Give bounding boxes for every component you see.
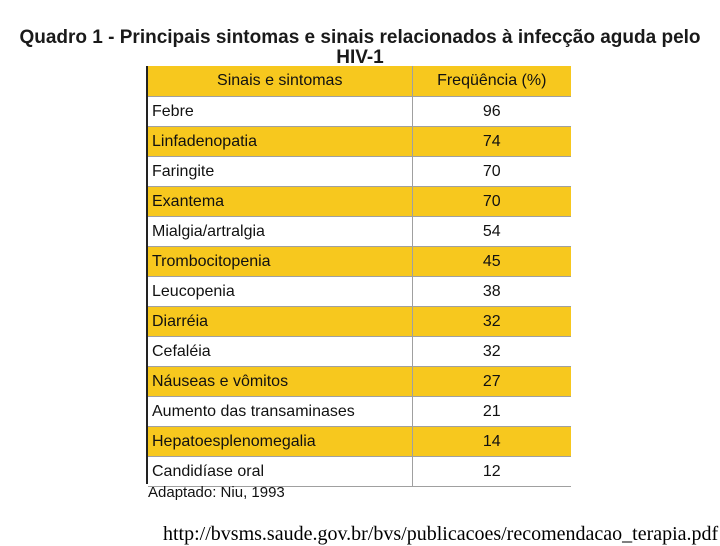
symptom-name: Diarréia — [148, 306, 413, 337]
symptom-frequency: 32 — [412, 306, 571, 337]
caption-line-1: Quadro 1 - Principais sintomas e sinais … — [19, 27, 701, 48]
header-frequency: Freqüência (%) — [412, 66, 571, 97]
table-header-row: Sinais e sintomas Freqüência (%) — [148, 66, 571, 97]
symptom-frequency: 12 — [412, 456, 571, 487]
symptom-frequency: 54 — [412, 216, 571, 247]
symptom-frequency: 96 — [412, 96, 571, 127]
symptom-name: Hepatoesplenomegalia — [148, 426, 413, 457]
symptom-name: Candidíase oral — [148, 456, 413, 487]
symptom-name: Exantema — [148, 186, 413, 217]
symptom-frequency: 74 — [412, 126, 571, 157]
symptom-frequency: 45 — [412, 246, 571, 277]
symptom-name: Náuseas e vômitos — [148, 366, 413, 397]
symptom-name: Aumento das transaminases — [148, 396, 413, 427]
symptom-frequency: 70 — [412, 186, 571, 217]
symptom-frequency: 38 — [412, 276, 571, 307]
caption-line-2: HIV-1 — [336, 47, 384, 68]
table-row: Mialgia/artralgia 54 — [148, 216, 571, 247]
symptoms-table-container: Sinais e sintomas Freqüência (%) Febre 9… — [146, 66, 571, 487]
source-url: http://bvsms.saude.gov.br/bvs/publicacoe… — [163, 523, 719, 545]
symptoms-table: Sinais e sintomas Freqüência (%) Febre 9… — [148, 66, 571, 487]
table-left-border — [146, 66, 148, 484]
table-row: Exantema 70 — [148, 186, 571, 217]
table-row: Trombocitopenia 45 — [148, 246, 571, 277]
symptom-name: Febre — [148, 96, 413, 127]
table-caption: Quadro 1 - Principais sintomas e sinais … — [0, 28, 720, 68]
table-row: Náuseas e vômitos 27 — [148, 366, 571, 397]
symptom-frequency: 32 — [412, 336, 571, 367]
symptom-frequency: 70 — [412, 156, 571, 187]
table-row: Aumento das transaminases 21 — [148, 396, 571, 427]
header-symptoms: Sinais e sintomas — [148, 66, 413, 97]
table-row: Febre 96 — [148, 96, 571, 127]
table-row: Faringite 70 — [148, 156, 571, 187]
table-row: Diarréia 32 — [148, 306, 571, 337]
symptom-name: Trombocitopenia — [148, 246, 413, 277]
source-citation: Adaptado: Niu, 1993 — [148, 484, 285, 501]
table-row: Candidíase oral 12 — [148, 456, 571, 487]
table-row: Leucopenia 38 — [148, 276, 571, 307]
table-row: Hepatoesplenomegalia 14 — [148, 426, 571, 457]
symptom-frequency: 27 — [412, 366, 571, 397]
symptom-name: Faringite — [148, 156, 413, 187]
symptom-name: Cefaléia — [148, 336, 413, 367]
table-row: Cefaléia 32 — [148, 336, 571, 367]
symptom-name: Linfadenopatia — [148, 126, 413, 157]
symptom-frequency: 21 — [412, 396, 571, 427]
symptom-name: Mialgia/artralgia — [148, 216, 413, 247]
table-row: Linfadenopatia 74 — [148, 126, 571, 157]
symptom-frequency: 14 — [412, 426, 571, 457]
symptom-name: Leucopenia — [148, 276, 413, 307]
